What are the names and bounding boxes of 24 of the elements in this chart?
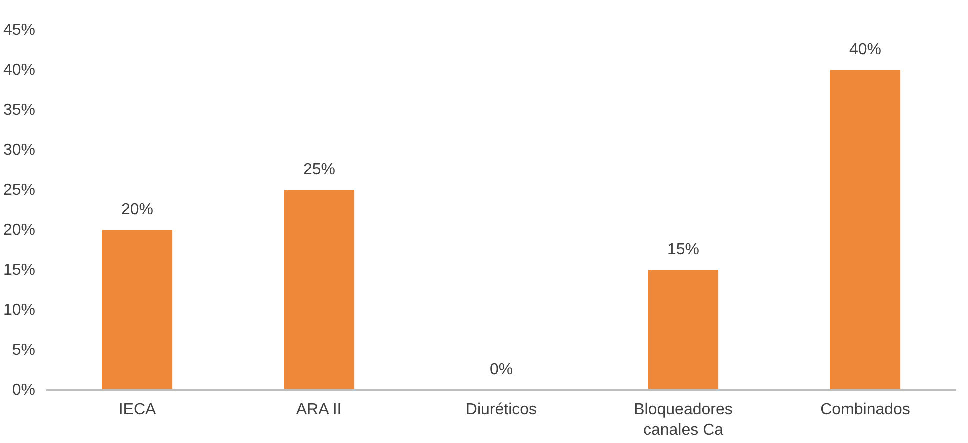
x-tick-label: Combinados (820, 402, 910, 418)
bar (102, 230, 173, 390)
x-tick-label: Bloqueadores canales Ca (634, 402, 733, 439)
y-tick-label: 25% (3, 182, 36, 199)
data-label: 25% (303, 162, 336, 178)
y-tick-label: 10% (3, 302, 36, 319)
y-tick-label: 15% (3, 262, 36, 279)
data-label: 0% (490, 362, 514, 378)
x-tick-label: IECA (118, 402, 156, 418)
data-label: 40% (849, 42, 882, 58)
data-label: 15% (667, 242, 700, 258)
bar (648, 270, 719, 390)
bar (830, 70, 901, 390)
y-tick-label: 30% (3, 142, 36, 159)
y-tick-label: 40% (3, 62, 36, 79)
x-tick-label: Diuréticos (466, 402, 538, 418)
y-tick-label: 5% (12, 342, 36, 359)
y-tick-label: 45% (3, 22, 36, 39)
data-label: 20% (121, 202, 154, 218)
bar (284, 190, 355, 390)
y-tick-label: 35% (3, 102, 36, 119)
y-tick-label: 0% (12, 382, 36, 399)
y-tick-label: 20% (3, 222, 36, 239)
x-tick-label: ARA II (296, 402, 342, 418)
